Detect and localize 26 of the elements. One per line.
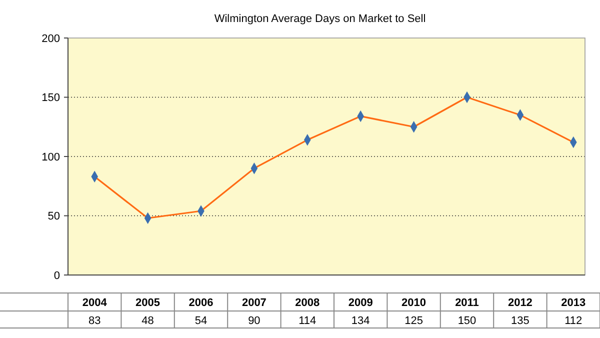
y-tick-label: 100 bbox=[42, 151, 60, 164]
x-tick-label: 2010 bbox=[402, 297, 426, 309]
x-tick-label: 2013 bbox=[561, 297, 586, 309]
y-tick-label: 0 bbox=[54, 270, 60, 282]
data-label: 112 bbox=[564, 315, 582, 327]
x-tick-label: 2004 bbox=[82, 297, 108, 309]
x-tick-label: 2011 bbox=[455, 297, 479, 309]
x-tick-label: 2012 bbox=[508, 297, 532, 309]
chart-title: Wilmington Average Days on Market to Sell bbox=[214, 13, 426, 25]
data-label: 48 bbox=[142, 315, 154, 327]
data-label: 83 bbox=[88, 315, 101, 327]
data-label: 150 bbox=[458, 315, 476, 327]
x-tick-label: 2008 bbox=[295, 297, 320, 309]
data-label: 135 bbox=[511, 315, 530, 327]
y-tick-label: 200 bbox=[42, 32, 60, 45]
data-label: 90 bbox=[248, 315, 260, 327]
y-tick-label: 150 bbox=[42, 92, 60, 104]
data-label: 134 bbox=[351, 315, 370, 327]
x-tick-label: 2007 bbox=[242, 297, 266, 309]
x-tick-label: 2005 bbox=[136, 297, 160, 309]
x-tick-label: 2009 bbox=[348, 297, 373, 309]
data-label: 125 bbox=[404, 315, 423, 327]
data-label: 114 bbox=[298, 315, 316, 327]
x-tick-label: 2006 bbox=[188, 297, 214, 309]
data-label: 54 bbox=[194, 315, 208, 327]
y-tick-label: 50 bbox=[48, 210, 60, 223]
